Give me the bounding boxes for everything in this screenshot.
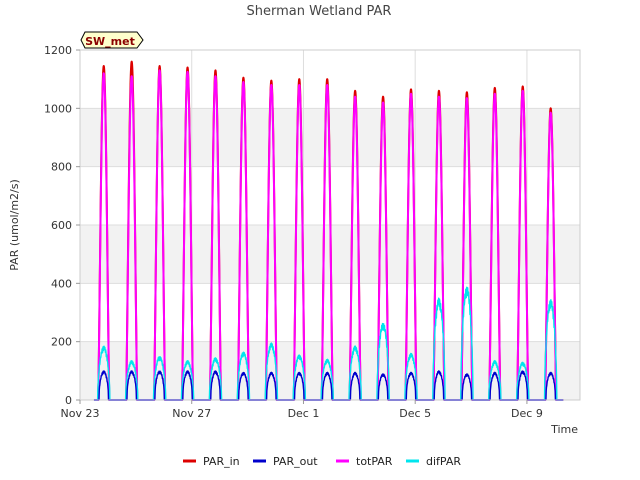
y-tick-label: 0 <box>65 394 72 407</box>
series-layer <box>93 60 564 401</box>
legend-label: difPAR <box>426 455 461 468</box>
x-tick-label: Nov 27 <box>172 407 211 420</box>
site-badge-label: SW_met <box>85 35 135 48</box>
legend-label: PAR_in <box>203 455 240 468</box>
y-tick-label: 1200 <box>44 44 72 57</box>
series-line-PAR_out <box>93 370 564 401</box>
x-tick-label: Dec 5 <box>399 407 431 420</box>
site-badge: SW_met <box>80 31 144 49</box>
y-axis-label: PAR (umol/m2/s) <box>8 179 21 271</box>
site-badge-shape <box>80 31 144 49</box>
legend-label: totPAR <box>356 455 393 468</box>
y-axis: 0 200 400 600 800 1000 1200 <box>44 44 80 407</box>
y-tick-label: 400 <box>51 277 72 290</box>
x-tick-label: Dec 1 <box>288 407 320 420</box>
series-line-difPAR <box>93 286 564 401</box>
x-axis: Nov 23 Nov 27 Dec 1 Dec 5 Dec 9 <box>61 400 543 420</box>
y-tick-label: 800 <box>51 161 72 174</box>
series-line-totPAR <box>93 69 564 401</box>
x-tick-label: Dec 9 <box>511 407 543 420</box>
plot-band <box>80 50 580 109</box>
y-tick-label: 600 <box>51 219 72 232</box>
chart-title: Sherman Wetland PAR <box>247 4 392 19</box>
x-axis-label: Time <box>550 423 578 436</box>
x-tick-label: Nov 23 <box>61 407 100 420</box>
legend: PAR_in PAR_out totPAR difPAR <box>183 455 461 468</box>
y-tick-label: 1000 <box>44 102 72 115</box>
y-tick-label: 200 <box>51 336 72 349</box>
legend-label: PAR_out <box>273 455 318 468</box>
